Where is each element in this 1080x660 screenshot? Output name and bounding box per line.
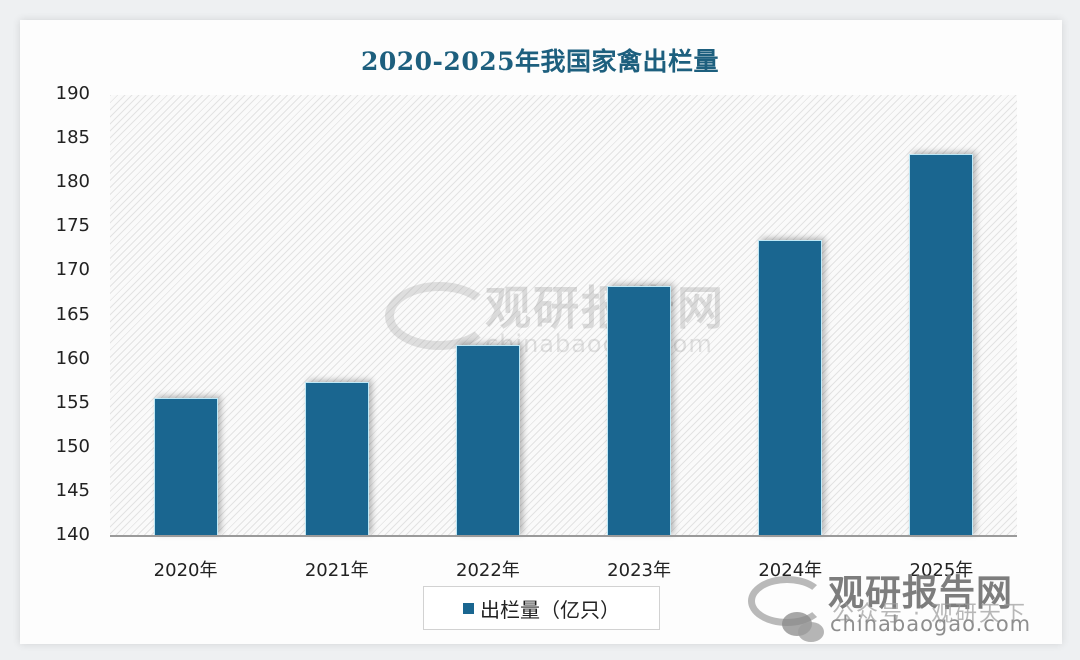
x-tick-label: 2020年 — [153, 560, 218, 581]
legend-swatch-icon — [463, 602, 474, 614]
y-tick-label: 190 — [55, 83, 90, 104]
bar-2024 — [758, 239, 823, 536]
bar-2022 — [455, 345, 520, 536]
x-tick-label: 2021年 — [304, 560, 369, 581]
legend-label: 出栏量（亿只） — [480, 597, 620, 622]
bar-2021 — [304, 381, 369, 536]
x-tick-label: 2025年 — [909, 560, 974, 581]
x-tick-label: 2022年 — [456, 560, 520, 581]
y-tick-label: 145 — [55, 479, 90, 501]
chart-title: 2020-2025年我国家禽出栏量 — [360, 47, 720, 76]
y-tick-label: 165 — [55, 303, 90, 325]
y-tick-label: 185 — [55, 127, 90, 149]
y-tick-label: 155 — [55, 391, 90, 413]
x-axis-line — [110, 535, 1017, 537]
y-tick-label: 170 — [55, 259, 90, 281]
plot-area — [110, 95, 1017, 536]
x-tick-label: 2024年 — [758, 560, 823, 581]
x-tick-label: 2023年 — [607, 560, 671, 581]
bar-2020 — [153, 397, 218, 536]
legend: 出栏量（亿只） — [423, 586, 660, 630]
bar-2025 — [909, 154, 974, 536]
y-tick-label: 140 — [55, 524, 90, 545]
y-tick-label: 175 — [55, 215, 90, 237]
y-tick-label: 180 — [55, 171, 90, 193]
bar-2023 — [607, 285, 672, 536]
y-tick-label: 160 — [55, 347, 90, 369]
y-tick-label: 150 — [55, 435, 90, 457]
